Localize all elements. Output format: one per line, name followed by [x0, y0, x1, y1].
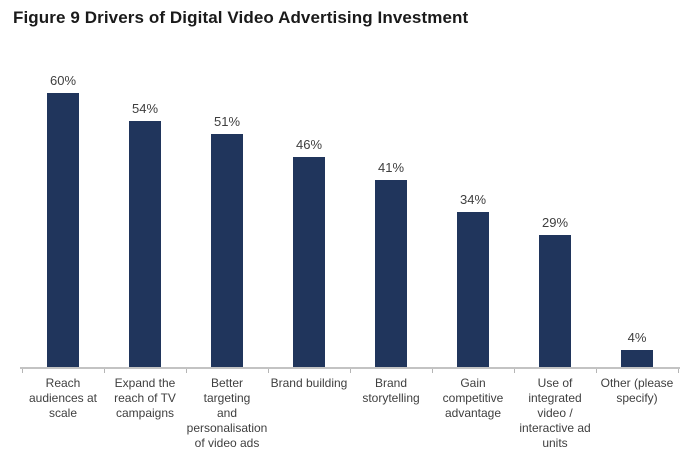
bar-value-label: 4%: [627, 330, 647, 345]
bar-column: 46%: [268, 93, 350, 368]
category-labels: Reach audiences at scale Expand the reach of…: [22, 376, 678, 451]
bar-value-label: 34%: [459, 192, 487, 207]
category-label: Use of integrated video / interactive ad uni…: [519, 376, 591, 450]
category-cell: Gain competitive advantage: [432, 376, 514, 451]
bar: [47, 93, 79, 368]
category-cell: Other (please specify): [596, 376, 678, 451]
bar-column: 34%: [432, 93, 514, 368]
bar: [621, 350, 653, 368]
category-label: Better targeting and personalisation of vid…: [186, 376, 268, 450]
x-tick: [596, 369, 597, 373]
bar-value-label: 41%: [377, 160, 405, 175]
x-tick: [514, 369, 515, 373]
x-axis-line: [20, 367, 680, 369]
category-cell: Reach audiences at scale: [22, 376, 104, 451]
x-tick: [268, 369, 269, 373]
category-cell: Use of integrated video / interactive ad uni…: [514, 376, 596, 451]
category-cell: Better targeting and personalisation of vid…: [186, 376, 268, 451]
category-label: Reach audiences at scale: [28, 376, 98, 420]
bar: [293, 157, 325, 368]
x-tick: [22, 369, 23, 373]
bar: [375, 180, 407, 368]
bar-column: 60%: [22, 73, 104, 368]
bar-column: 4%: [596, 93, 678, 368]
bar-column: 54%: [104, 93, 186, 368]
x-tick: [186, 369, 187, 373]
category-cell: Brand building: [268, 376, 350, 451]
x-tick: [104, 369, 105, 373]
bar-column: 29%: [514, 93, 596, 368]
bar: [211, 134, 243, 368]
category-label: Expand the reach of TV campaigns: [114, 376, 176, 420]
bar-column: 41%: [350, 93, 432, 368]
plot-area: 60% 54% 51% 46% 41% 34% 29% 4%: [22, 73, 678, 368]
category-label: Brand storytelling: [362, 376, 420, 405]
bar: [539, 235, 571, 368]
bar-value-label: 29%: [541, 215, 569, 230]
bar-value-label: 54%: [131, 101, 159, 116]
bar: [129, 121, 161, 368]
bar-value-label: 60%: [49, 73, 77, 88]
category-label: Other (please specify): [600, 376, 674, 405]
bar-value-label: 46%: [295, 137, 323, 152]
category-cell: Brand storytelling: [350, 376, 432, 451]
bar-value-label: 51%: [213, 114, 241, 129]
x-axis-ticks: [22, 369, 679, 374]
bar-series: 60% 54% 51% 46% 41% 34% 29% 4%: [22, 73, 678, 368]
category-cell: Expand the reach of TV campaigns: [104, 376, 186, 451]
bar-column: 51%: [186, 93, 268, 368]
category-label: Brand building: [270, 376, 348, 390]
x-tick: [432, 369, 433, 373]
x-tick: [678, 369, 679, 373]
bar: [457, 212, 489, 368]
category-label: Gain competitive advantage: [442, 376, 504, 420]
chart-title: Figure 9 Drivers of Digital Video Advert…: [13, 8, 469, 27]
x-tick: [350, 369, 351, 373]
